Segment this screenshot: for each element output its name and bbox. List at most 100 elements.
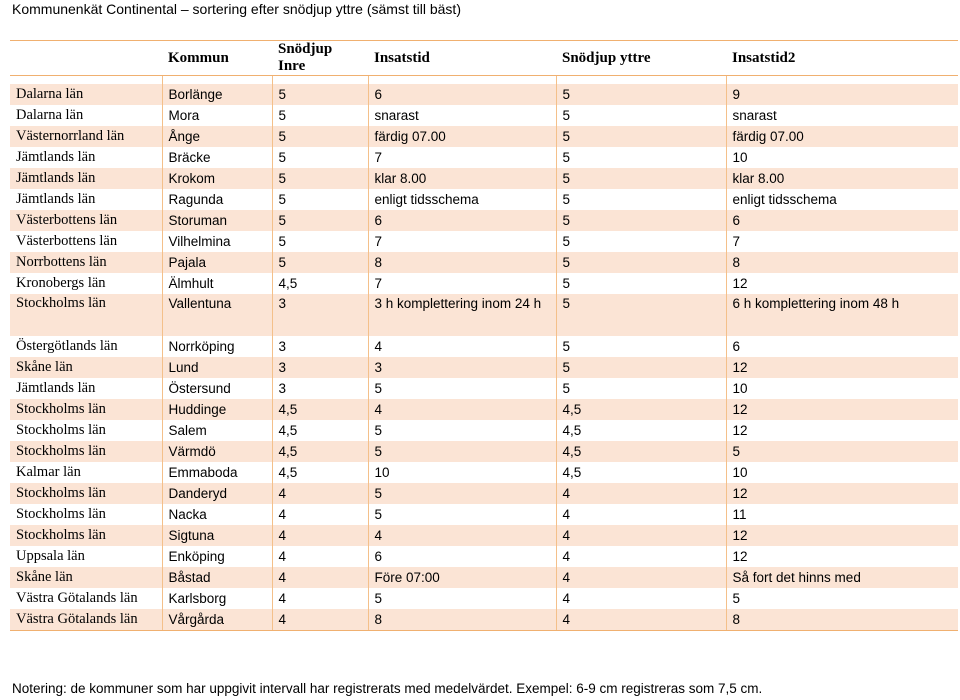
cell-lan: Skåne län — [10, 357, 162, 378]
cell-lan: Östergötlands län — [16, 338, 118, 354]
cell-kommun: Båstad — [161, 567, 272, 588]
cell-kommun: Sigtuna — [161, 525, 272, 546]
cell-insatstid2: 8 — [725, 252, 958, 273]
table-row: Kronobergs län Älmhult 4,5 7 5 12 — [10, 273, 958, 294]
cell-snodjup-inre: 4 — [271, 525, 368, 546]
cell-lan: Kronobergs län — [16, 275, 106, 291]
table-row: Jämtlands län Bräcke 5 7 5 10 — [10, 147, 958, 168]
cell-insatstid: snarast — [367, 105, 556, 126]
cell-kommun: Lund — [161, 357, 272, 378]
cell-insatstid2: 6 — [725, 210, 958, 231]
cell-kommun: Vallentuna — [161, 294, 272, 336]
cell-lan: Stockholms län — [10, 441, 162, 462]
cell-insatstid: 7 — [367, 147, 556, 168]
cell-insatstid: 5 — [367, 420, 556, 441]
table-row: Stockholms län Salem 4,5 5 4,5 12 — [10, 420, 958, 441]
col-header-lan — [10, 40, 162, 76]
cell-kommun: Huddinge — [161, 399, 272, 420]
col-header-snodjup-inre: Snödjup Inre — [272, 40, 368, 76]
cell-lan: Stockholms län — [16, 506, 106, 522]
cell-snodjup-inre: 4 — [271, 504, 368, 525]
cell-snodjup-yttre: 4 — [555, 609, 726, 631]
col-header-kommun: Kommun — [162, 40, 272, 76]
cell-insatstid: 4 — [367, 399, 556, 420]
cell-insatstid: 8 — [367, 252, 556, 273]
table-row: Västernorrland län Ånge 5 färdig 07.00 5 färd… — [10, 126, 958, 147]
cell-snodjup-yttre: 4 — [555, 546, 726, 567]
cell-kommun: Danderyd — [161, 483, 272, 504]
cell-lan: Jämtlands län — [16, 149, 96, 165]
col-header-snodjup-yttre: Snödjup yttre — [556, 40, 726, 76]
cell-insatstid2: Så fort det hinns med — [725, 567, 958, 588]
cell-snodjup-yttre: 5 — [555, 252, 726, 273]
cell-insatstid: klar 8.00 — [367, 168, 556, 189]
cell-snodjup-inre: 5 — [271, 252, 368, 273]
cell-snodjup-inre: 4 — [271, 546, 368, 567]
cell-insatstid2: 10 — [725, 147, 958, 168]
cell-snodjup-inre: 4 — [271, 609, 368, 631]
cell-lan: Västerbottens län — [16, 233, 118, 249]
cell-kommun: Värmdö — [161, 441, 272, 462]
cell-insatstid2: 8 — [725, 609, 958, 631]
table-row: Stockholms län Sigtuna 4 4 4 12 — [10, 525, 958, 546]
cell-kommun: Mora — [161, 105, 272, 126]
cell-lan: Västerbottens län — [10, 210, 162, 231]
cell-insatstid2: 9 — [725, 84, 958, 105]
cell-lan: Stockholms län — [10, 483, 162, 504]
table-row: Stockholms län Vallentuna 3 3 h kompletteri… — [10, 294, 958, 336]
cell-snodjup-yttre: 5 — [555, 378, 726, 399]
cell-insatstid: 6 — [367, 546, 556, 567]
cell-lan: Kalmar län — [16, 464, 81, 480]
cell-insatstid2: 10 — [725, 462, 958, 483]
table-row: Östergötlands län Norrköping 3 4 5 6 — [10, 336, 958, 357]
cell-snodjup-inre: 5 — [271, 84, 368, 105]
footnote: Notering: de kommuner som har uppgivit i… — [12, 681, 763, 696]
cell-insatstid: 8 — [367, 609, 556, 631]
cell-insatstid2: enligt tidsschema — [725, 189, 958, 210]
cell-lan: Västernorrland län — [10, 126, 162, 147]
cell-snodjup-yttre: 5 — [555, 231, 726, 252]
cell-insatstid2: 12 — [725, 483, 958, 504]
cell-insatstid: 3 h komplettering inom 24 h — [367, 294, 556, 336]
cell-snodjup-inre: 5 — [271, 147, 368, 168]
table-row: Skåne län Lund 3 3 5 12 — [10, 357, 958, 378]
cell-insatstid2: 6 h komplettering inom 48 h — [725, 294, 958, 336]
cell-snodjup-inre: 5 — [271, 189, 368, 210]
cell-insatstid2: 12 — [725, 399, 958, 420]
cell-insatstid: 7 — [367, 231, 556, 252]
cell-kommun: Pajala — [161, 252, 272, 273]
cell-insatstid: färdig 07.00 — [367, 126, 556, 147]
cell-insatstid: Före 07:00 — [367, 567, 556, 588]
cell-snodjup-yttre: 4,5 — [555, 441, 726, 462]
cell-insatstid: 6 — [367, 84, 556, 105]
cell-snodjup-inre: 3 — [271, 294, 368, 336]
cell-snodjup-inre: 4,5 — [271, 420, 368, 441]
cell-insatstid2: klar 8.00 — [725, 168, 958, 189]
table-row: Norrbottens län Pajala 5 8 5 8 — [10, 252, 958, 273]
cell-lan: Stockholms län — [10, 294, 162, 336]
cell-kommun: Östersund — [161, 378, 272, 399]
table-row: Jämtlands län Ragunda 5 enligt tidsschema 5 e… — [10, 189, 958, 210]
cell-lan: Dalarna län — [16, 107, 84, 123]
cell-insatstid2: 12 — [725, 420, 958, 441]
table-row: Jämtlands län Östersund 3 5 5 10 — [10, 378, 958, 399]
cell-kommun: Enköping — [161, 546, 272, 567]
cell-snodjup-yttre: 5 — [555, 294, 726, 336]
cell-snodjup-yttre: 5 — [555, 105, 726, 126]
cell-snodjup-inre: 4 — [271, 588, 368, 609]
table-row: Stockholms län Värmdö 4,5 5 4,5 5 — [10, 441, 958, 462]
cell-snodjup-inre: 5 — [271, 210, 368, 231]
cell-snodjup-yttre: 4 — [555, 504, 726, 525]
cell-kommun: Vilhelmina — [161, 231, 272, 252]
cell-lan: Dalarna län — [10, 84, 162, 105]
cell-snodjup-yttre: 5 — [555, 189, 726, 210]
table-row: Skåne län Båstad 4 Före 07:00 4 Så fort det h… — [10, 567, 958, 588]
cell-lan: Jämtlands län — [10, 168, 162, 189]
cell-snodjup-inre: 4 — [271, 567, 368, 588]
cell-snodjup-yttre: 5 — [555, 336, 726, 357]
cell-insatstid: 5 — [367, 378, 556, 399]
cell-insatstid2: 12 — [725, 273, 958, 294]
cell-insatstid: 5 — [367, 588, 556, 609]
cell-lan: Västra Götalands län — [10, 609, 162, 631]
cell-insatstid: 3 — [367, 357, 556, 378]
